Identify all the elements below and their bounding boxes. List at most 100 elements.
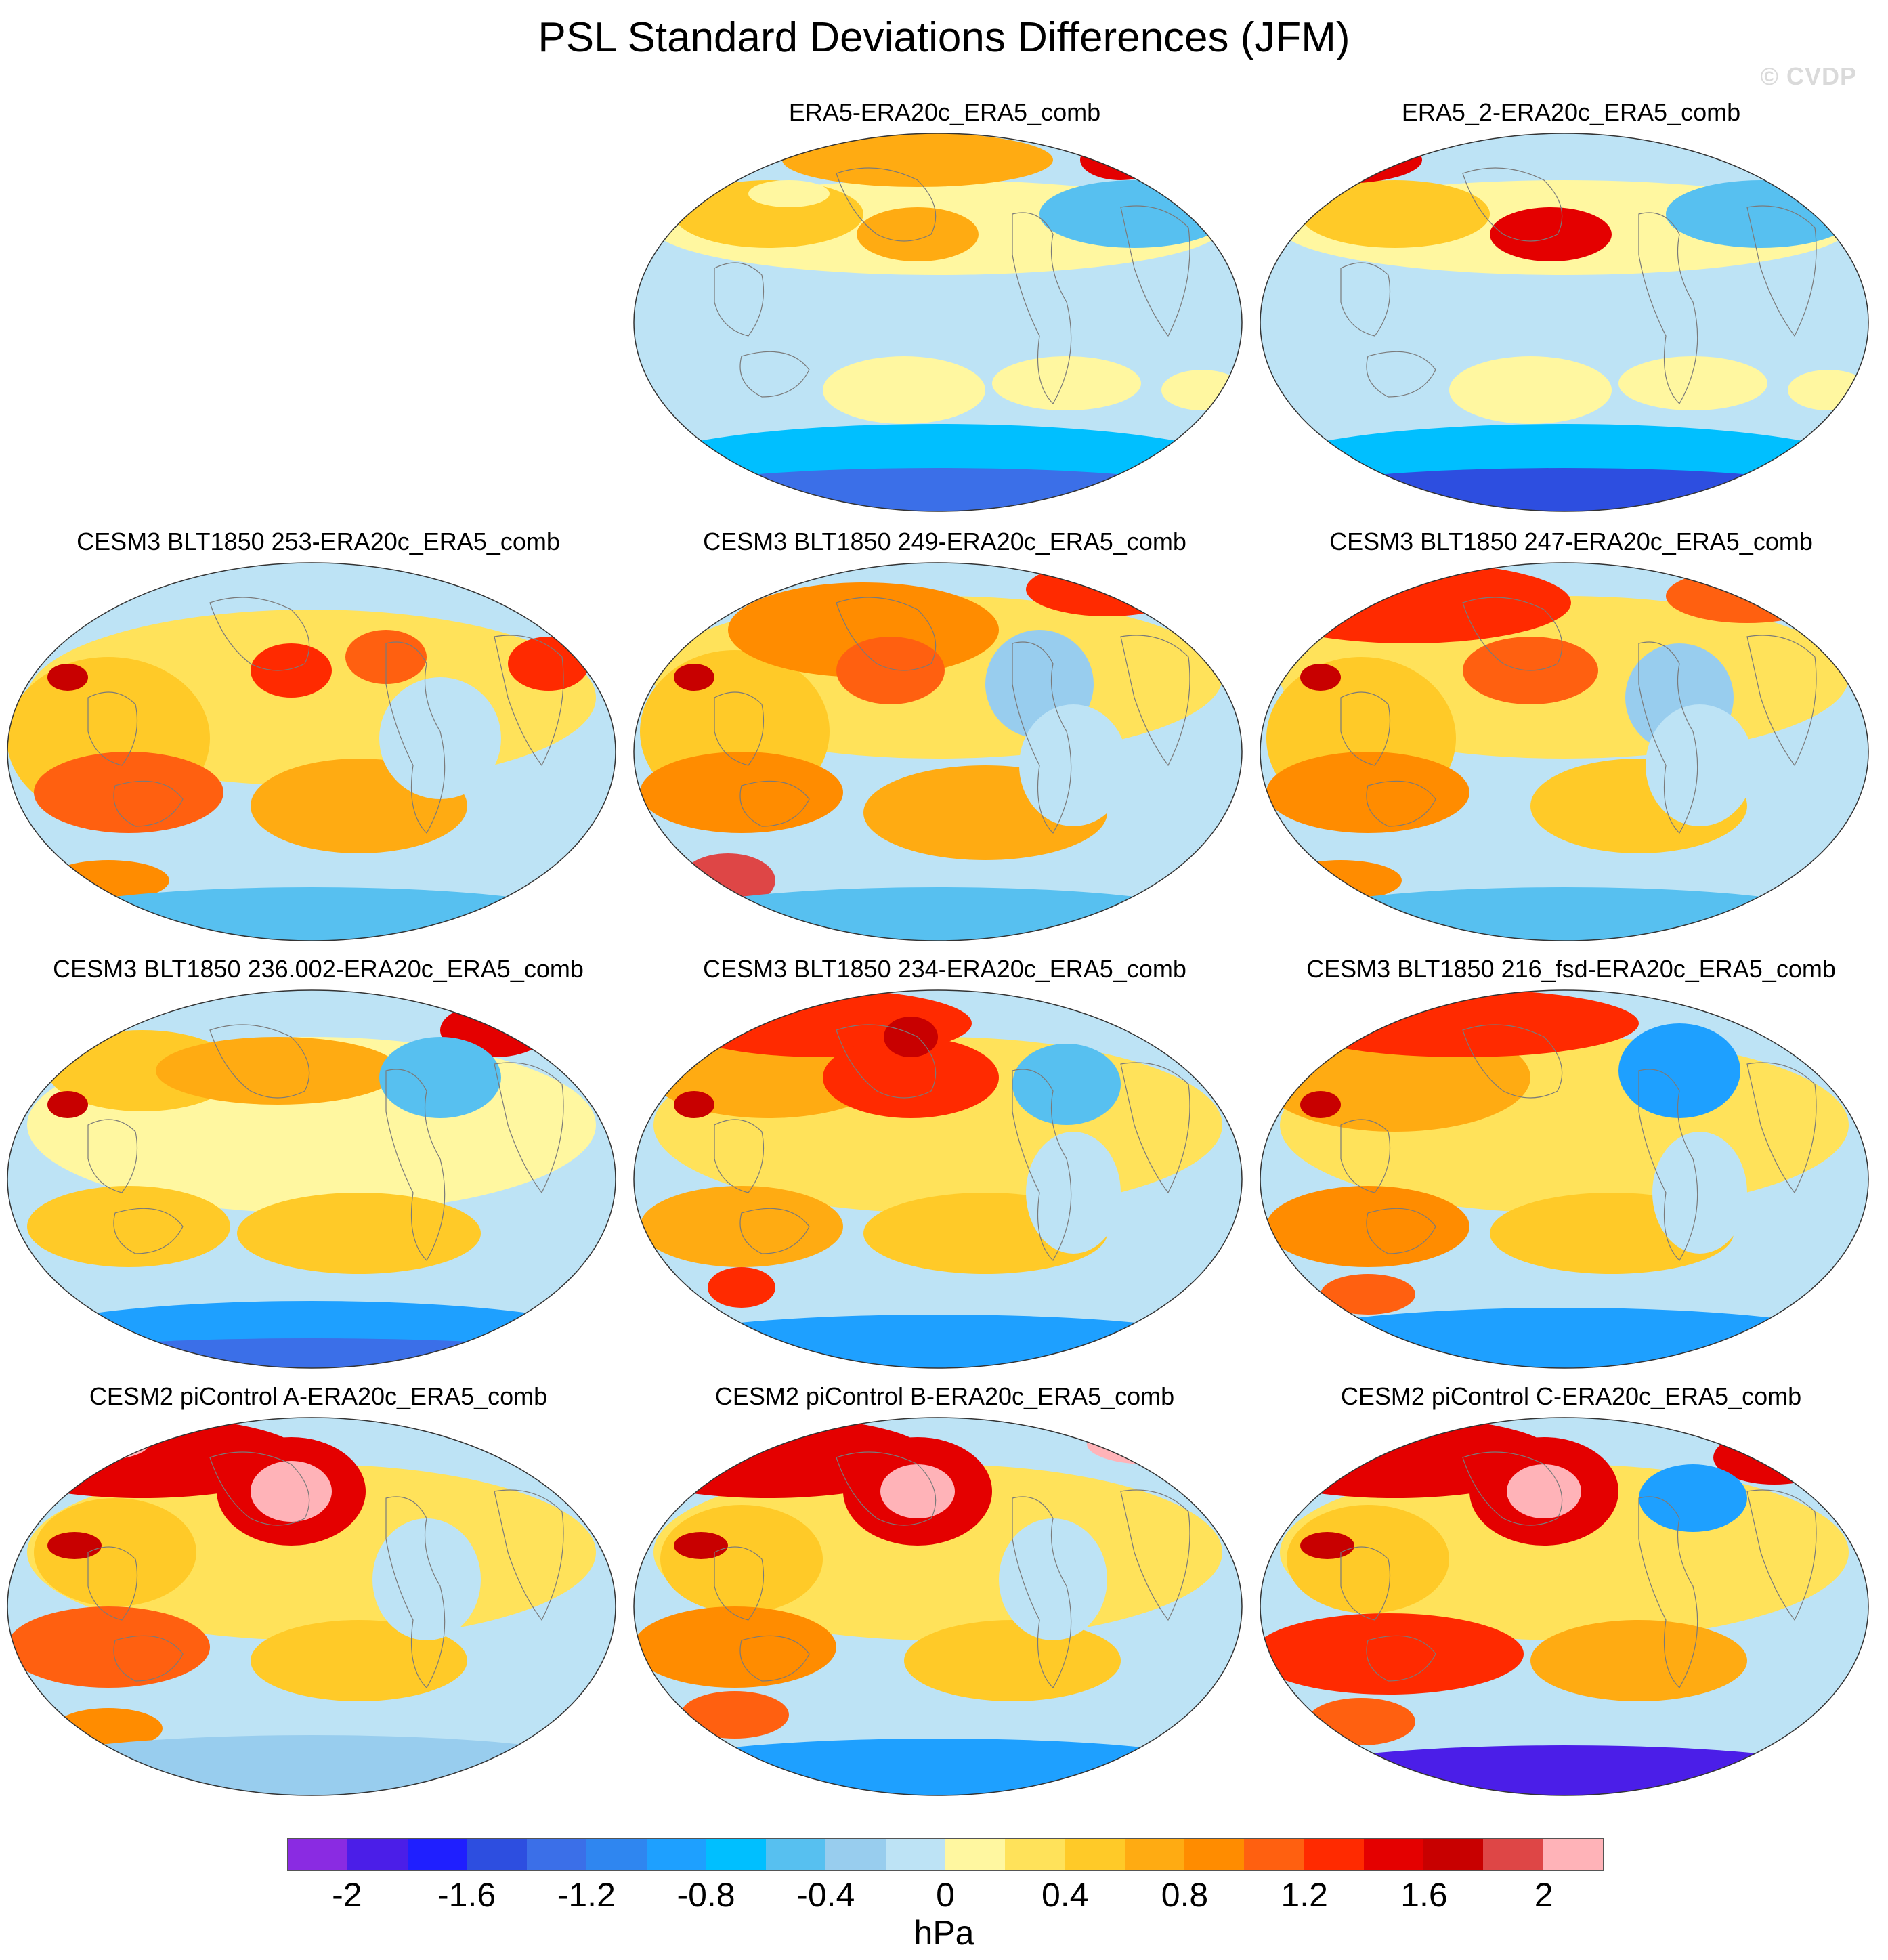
anomaly-contour	[1087, 1424, 1209, 1464]
world-map	[7, 989, 616, 1369]
coastline	[1120, 1062, 1190, 1194]
coastline	[494, 635, 564, 767]
coastline	[714, 1546, 764, 1621]
anomaly-contour	[1300, 180, 1490, 248]
world-map	[633, 989, 1243, 1369]
colorbar-swatch	[706, 1839, 767, 1870]
coastline	[1012, 1069, 1072, 1261]
world-map	[633, 1417, 1243, 1796]
anomaly-contour	[640, 1186, 843, 1267]
world-map	[633, 133, 1243, 512]
colorbar-tick-label: 0	[936, 1876, 955, 1914]
anomaly-contour	[1490, 207, 1612, 261]
anomaly-contour	[372, 1518, 481, 1640]
map-panel-title: CESM3 BLT1850 253-ERA20c_ERA5_comb	[77, 528, 560, 555]
world-map	[1260, 989, 1869, 1369]
coastline	[1746, 1489, 1817, 1621]
colorbar-tick-label: -2	[332, 1876, 362, 1914]
anomaly-contour	[251, 1461, 332, 1522]
coastline	[836, 597, 937, 671]
anomaly-contour	[1300, 1091, 1341, 1118]
map-panel: CESM3 BLT1850 249-ERA20c_ERA5_comb	[633, 524, 1256, 944]
colorbar-swatch	[766, 1839, 826, 1870]
world-map	[7, 1417, 616, 1796]
anomaly-contour	[1161, 370, 1242, 410]
map-border	[633, 133, 1243, 512]
coastline	[1638, 1496, 1698, 1688]
anomaly-contour	[667, 1430, 748, 1457]
colorbar-swatch	[1244, 1839, 1304, 1870]
anomaly-contour	[1280, 1745, 1849, 1795]
figure-title: PSL Standard Deviations Differences (JFM…	[538, 14, 1350, 61]
coastline	[209, 1451, 310, 1526]
map-border	[633, 562, 1243, 941]
anomaly-contour	[653, 468, 1222, 511]
colorbar-tick-label: -0.4	[796, 1876, 855, 1914]
map-border	[7, 562, 616, 941]
colorbar-swatch	[1363, 1839, 1424, 1870]
coastline	[1638, 641, 1698, 834]
anomaly-contour	[1260, 563, 1571, 643]
colorbar-swatch	[945, 1839, 1006, 1870]
map-panel-title: CESM3 BLT1850 236.002-ERA20c_ERA5_comb	[53, 955, 584, 983]
colorbar-swatch	[1005, 1839, 1065, 1870]
colorbar-swatch	[527, 1839, 587, 1870]
coastline	[1366, 1635, 1436, 1682]
anomaly-contour	[47, 1532, 102, 1559]
anomaly-contour	[251, 1620, 467, 1701]
coastline	[494, 1489, 564, 1621]
anomaly-contour	[1321, 1274, 1415, 1315]
coastline	[1366, 780, 1436, 827]
anomaly-contour	[674, 1532, 728, 1559]
coastline	[1462, 1024, 1563, 1099]
colorbar-tick-label: -1.6	[437, 1876, 496, 1914]
anomaly-contour	[708, 1267, 775, 1308]
colorbar-swatch	[825, 1839, 886, 1870]
map-border	[1260, 989, 1869, 1369]
colorbar-swatch	[1065, 1839, 1125, 1870]
map-border	[633, 989, 1243, 1369]
anomaly-contour	[7, 1606, 210, 1688]
colorbar-swatch	[347, 1839, 408, 1870]
anomaly-contour	[251, 643, 332, 698]
map-panel: CESM2 piControl C-ERA20c_ERA5_comb	[1260, 1379, 1883, 1799]
map-panel: CESM3 BLT1850 247-ERA20c_ERA5_comb	[1260, 524, 1883, 944]
colorbar-swatch	[1543, 1839, 1603, 1870]
anomaly-contour	[674, 664, 714, 691]
map-panel-title: ERA5-ERA20c_ERA5_comb	[788, 98, 1101, 126]
anomaly-contour	[1300, 664, 1341, 691]
colorbar-swatch	[1184, 1839, 1245, 1870]
anomaly-contour	[27, 1186, 230, 1267]
anomaly-contour	[748, 180, 830, 207]
coastline	[87, 691, 138, 766]
anomaly-contour	[27, 887, 596, 941]
anomaly-contour	[674, 1091, 714, 1118]
anomaly-contour	[1280, 887, 1849, 941]
map-panel-title: CESM3 BLT1850 216_fsd-ERA20c_ERA5_comb	[1306, 955, 1836, 983]
anomaly-contour	[1287, 990, 1639, 1057]
coastline	[1340, 1546, 1390, 1621]
map-border	[1260, 1417, 1869, 1796]
colorbar-swatch	[1124, 1839, 1184, 1870]
anomaly-contour	[1507, 1464, 1581, 1518]
coastline	[385, 641, 446, 834]
anomaly-contour	[653, 887, 1222, 941]
anomaly-contour	[681, 1691, 789, 1739]
coastline	[714, 1119, 764, 1193]
coastline	[1462, 597, 1563, 671]
world-map	[1260, 562, 1869, 941]
anomaly-contour	[1266, 752, 1469, 833]
coastline	[209, 597, 310, 671]
coastline	[1120, 205, 1190, 337]
anomaly-contour	[237, 1193, 481, 1274]
anomaly-contour	[992, 356, 1141, 410]
coastline	[739, 1208, 810, 1254]
anomaly-contour	[857, 207, 979, 261]
anomaly-contour	[904, 1620, 1121, 1701]
map-panel: CESM2 piControl A-ERA20c_ERA5_comb	[7, 1379, 630, 1799]
coastline	[1012, 212, 1072, 404]
colorbar-tick-label: 0.4	[1041, 1876, 1089, 1914]
map-panel-title: ERA5_2-ERA20c_ERA5_comb	[1401, 98, 1741, 126]
coastline	[1746, 1062, 1817, 1194]
coastline	[1340, 1119, 1390, 1193]
